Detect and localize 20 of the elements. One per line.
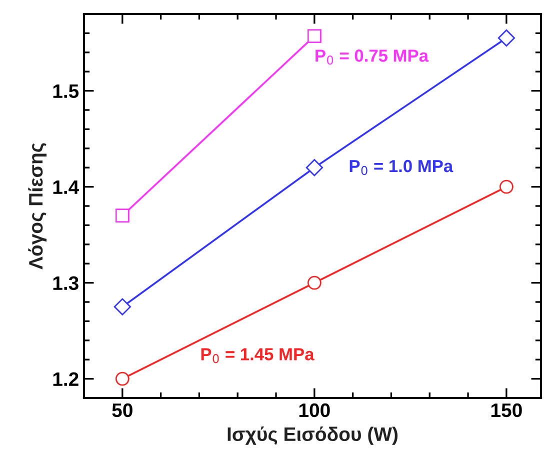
point	[499, 180, 514, 194]
x-tick-label: 50	[112, 403, 132, 418]
y-tick-label: 1.4	[53, 180, 80, 194]
y-tick-label: 1.2	[53, 372, 78, 386]
point	[114, 298, 131, 316]
x-tick-label: 150	[491, 403, 522, 418]
series-label: P$_{0}$ = 0.75 MPa	[316, 50, 429, 65]
series-label: P$_{0}$ = 1.0 MPa	[350, 160, 454, 176]
y-tick-label: 1.5	[53, 84, 79, 98]
y-axis-title: Λόγος Πίεσης	[28, 143, 47, 270]
y-tick-label: 1.3	[53, 276, 78, 290]
x-axis-title: Ισχύς Εισόδου (W)	[228, 426, 398, 445]
point	[307, 276, 322, 290]
series-label: P$_{0}$ = 1.45 MPa	[201, 348, 314, 364]
point	[306, 159, 323, 176]
point	[498, 29, 515, 47]
point	[307, 29, 322, 44]
x-tick-label: 100	[299, 403, 330, 418]
point	[115, 372, 130, 386]
point	[115, 208, 130, 223]
